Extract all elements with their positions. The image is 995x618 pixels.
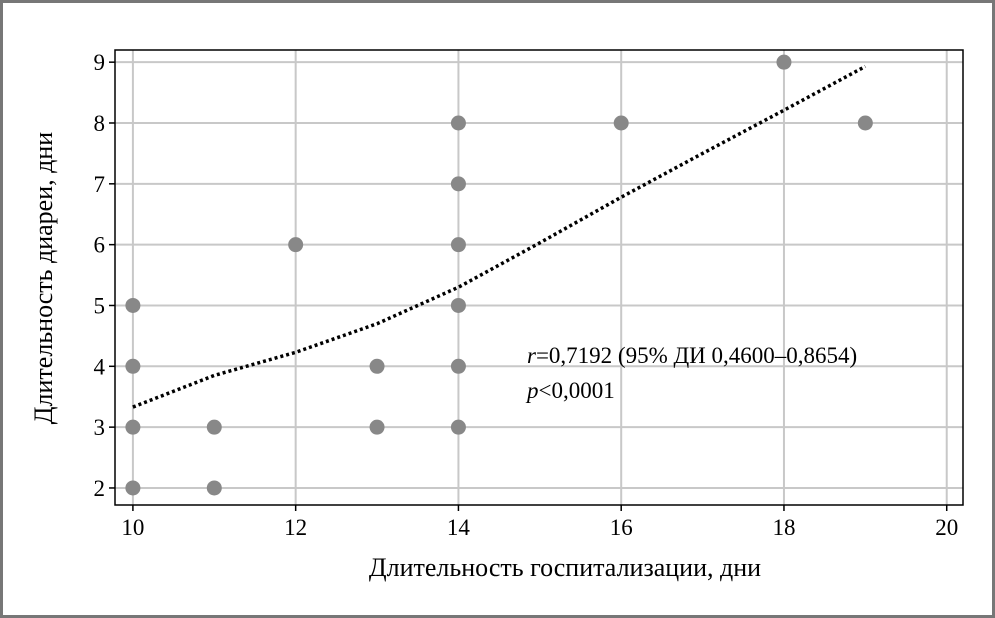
point (450, 297, 466, 313)
point (450, 176, 466, 192)
x-tick-label: 16 (610, 515, 633, 540)
point (125, 358, 141, 374)
y-tick-label: 6 (94, 233, 106, 258)
point (450, 419, 466, 435)
annotation-text: <0,0001 (539, 378, 615, 403)
annotation-text: =0,7192 (95% ДИ 0,4600–0,8654) (536, 343, 857, 368)
point (288, 237, 304, 253)
plot-area (114, 49, 964, 506)
point (369, 419, 385, 435)
point (125, 419, 141, 435)
point (206, 480, 222, 496)
annotation-symbol: r (527, 343, 537, 368)
point (450, 358, 466, 374)
point (369, 358, 385, 374)
y-tick-label: 9 (94, 50, 106, 75)
y-tick-label: 3 (94, 415, 106, 440)
y-tick-label: 7 (94, 172, 106, 197)
annotation-symbol: p (525, 378, 539, 403)
point (450, 237, 466, 253)
y-tick-label: 5 (94, 293, 106, 318)
x-tick-label: 12 (284, 515, 307, 540)
y-tick-label: 2 (94, 476, 106, 501)
x-tick-label: 20 (935, 515, 958, 540)
x-tick-label: 10 (121, 515, 144, 540)
point (857, 115, 873, 131)
y-tick-label: 8 (94, 111, 106, 136)
point (450, 115, 466, 131)
annotation: p<0,0001 (525, 378, 615, 403)
annotation: r=0,7192 (95% ДИ 0,4600–0,8654) (527, 343, 857, 368)
point (125, 297, 141, 313)
y-axis-label: Длительность диареи, дни (29, 132, 58, 424)
point (776, 54, 792, 70)
x-axis-label: Длительность госпитализации, дни (369, 553, 761, 582)
x-tick-label: 14 (447, 515, 471, 540)
point (613, 115, 629, 131)
point (206, 419, 222, 435)
y-tick-label: 4 (94, 354, 106, 379)
x-tick-label: 18 (772, 515, 795, 540)
point (125, 480, 141, 496)
